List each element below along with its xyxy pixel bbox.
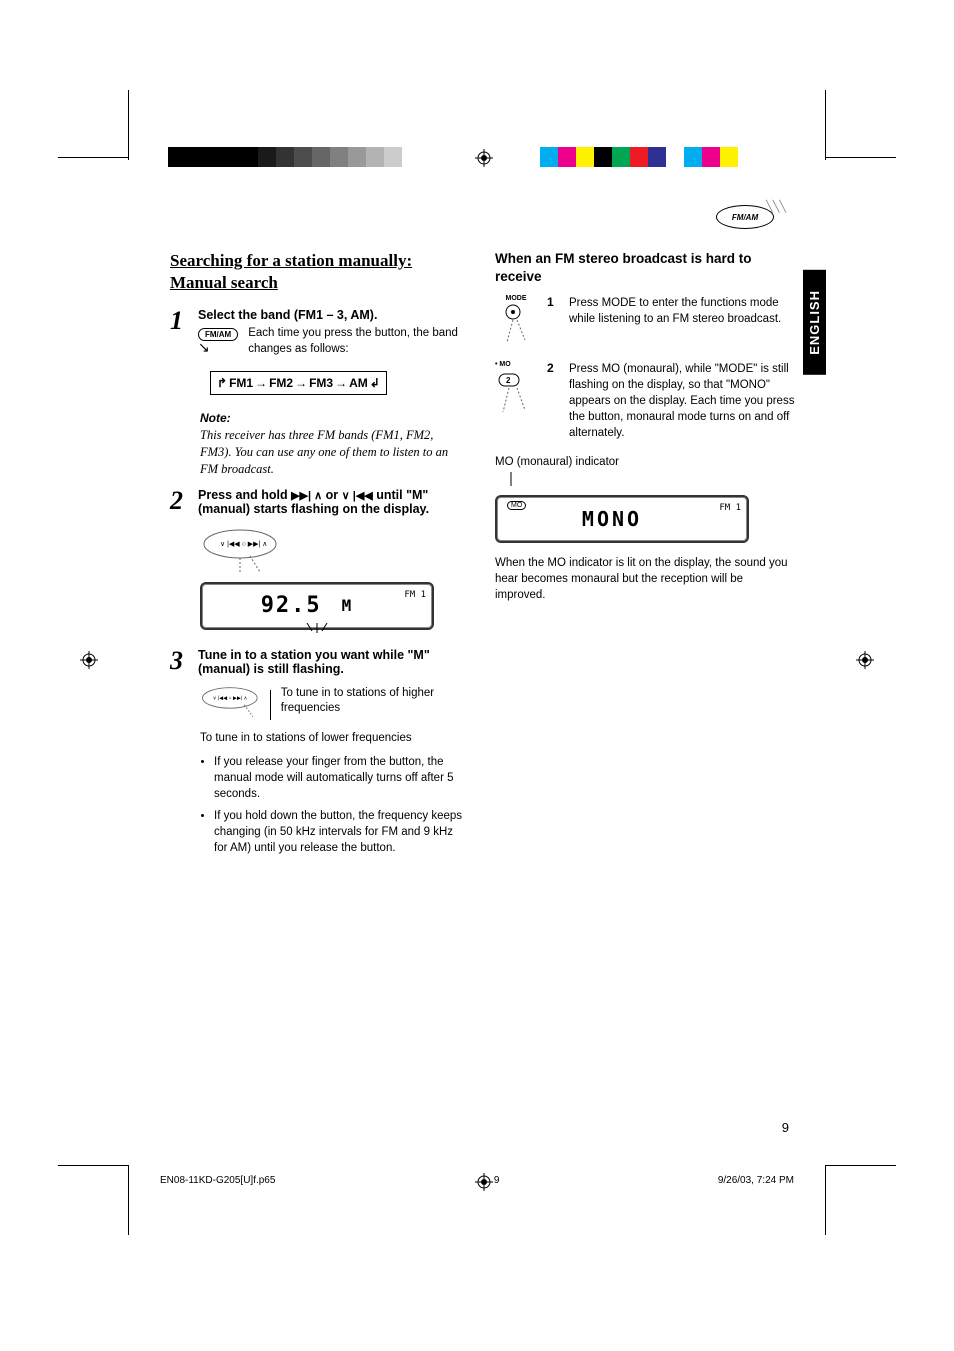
step-number: 2 (170, 488, 188, 520)
item-text: Press MODE to enter the functions mode w… (569, 295, 795, 347)
band-cycle-diagram: ↱ FM1→ FM2→ FM3→ AM ↲ (210, 371, 387, 395)
registration-mark-icon (475, 149, 493, 167)
result-paragraph: When the MO indicator is lit on the disp… (495, 555, 795, 603)
list-item: If you hold down the button, the frequen… (214, 808, 465, 856)
item-number: 2 (547, 361, 559, 441)
lcd-display: 92.5 M FM 1 (200, 582, 434, 630)
lcd-display-mono: MO MONO FM 1 (495, 495, 749, 543)
crop-mark (826, 157, 896, 158)
crop-mark (58, 157, 128, 158)
language-tab: ENGLISH (803, 270, 826, 375)
prev-track-icon: ∨ |◀◀ (342, 490, 373, 502)
fm-am-button-icon: FM/AM ↘ (198, 326, 238, 357)
page: ╲╲╲ FM/AM ENGLISH Searching for a statio… (0, 0, 954, 1351)
step-description: Each time you press the button, the band… (248, 326, 465, 357)
bullet-list: If you release your finger from the butt… (200, 754, 465, 857)
section-title: Searching for a station manually: Manual… (170, 250, 465, 294)
crop-mark (128, 90, 129, 160)
lcd-mono-text: MONO (582, 507, 642, 531)
svg-text:2: 2 (506, 376, 511, 385)
item-text: Press MO (monaural), while "MODE" is sti… (569, 361, 795, 441)
knob-diagram-icon: ∨ |◀◀ ○ ▶▶| ∧ (200, 526, 280, 576)
step-1: 1 Select the band (FM1 – 3, AM). FM/AM ↘… (170, 308, 465, 357)
lcd-manual-indicator: M (342, 596, 354, 615)
registration-mark-icon (856, 651, 874, 669)
list-item: If you release your finger from the butt… (214, 754, 465, 802)
step-2: 2 Press and hold ▶▶| ∧ or ∨ |◀◀ until "M… (170, 488, 465, 520)
grayscale-bar (168, 147, 420, 167)
tune-higher-row: ∨ |◀◀ ○ ▶▶| ∧ To tune in to stations of … (200, 686, 465, 726)
note-label: Note: (200, 411, 465, 425)
fm-am-logo: FM/AM (716, 205, 774, 229)
tune-higher-text: To tune in to stations of higher frequen… (281, 686, 465, 717)
footer-filename: EN08-11KD-G205[U]f.p65 (160, 1175, 275, 1186)
next-track-icon: ▶▶| ∧ (291, 490, 322, 502)
crop-mark (826, 1165, 896, 1166)
svg-text:∨ |◀◀ ○ ▶▶| ∧: ∨ |◀◀ ○ ▶▶| ∧ (220, 541, 267, 548)
step-heading: Tune in to a station you want while "M" … (198, 648, 465, 676)
item-number: 1 (547, 295, 559, 347)
left-column: Searching for a station manually: Manual… (170, 250, 465, 862)
footer-datetime: 9/26/03, 7:24 PM (718, 1175, 794, 1186)
numbered-item-2: • MO 2 2 Press MO (monaural), while "MOD… (495, 361, 795, 441)
svg-text:∨ |◀◀ ○ ▶▶| ∧: ∨ |◀◀ ○ ▶▶| ∧ (213, 695, 248, 701)
mo-button-icon: • MO 2 (495, 361, 537, 441)
step-number: 3 (170, 648, 188, 680)
lcd-band: FM 1 (719, 503, 741, 513)
crop-mark (128, 1165, 129, 1235)
footer-page: 9 (494, 1175, 500, 1186)
tune-lower-text: To tune in to stations of lower frequenc… (200, 732, 465, 744)
crop-mark (825, 90, 826, 160)
step-number: 1 (170, 308, 188, 357)
pointer-line-icon (505, 472, 517, 486)
footer: EN08-11KD-G205[U]f.p65 9 9/26/03, 7:24 P… (160, 1175, 794, 1186)
step-heading: Press and hold ▶▶| ∧ or ∨ |◀◀ until "M" … (198, 488, 465, 516)
lcd-frequency: 92.5 (261, 593, 322, 618)
flash-arrows-icon (297, 623, 337, 638)
lcd-band: FM 1 (404, 590, 426, 600)
knob-diagram-icon: ∨ |◀◀ ○ ▶▶| ∧ (200, 686, 260, 726)
color-bar (540, 147, 738, 167)
subsection-heading: When an FM stereo broadcast is hard to r… (495, 250, 795, 285)
mode-button-icon: MODE (495, 295, 537, 347)
numbered-item-1: MODE 1 Press MODE to enter the functions… (495, 295, 795, 347)
content-area: Searching for a station manually: Manual… (170, 250, 795, 862)
crop-mark (58, 1165, 128, 1166)
right-column: When an FM stereo broadcast is hard to r… (495, 250, 795, 862)
registration-mark-icon (80, 651, 98, 669)
crop-mark (825, 1165, 826, 1235)
note-body: This receiver has three FM bands (FM1, F… (200, 427, 465, 478)
page-number: 9 (782, 1120, 789, 1135)
mo-indicator-caption: MO (monaural) indicator (495, 456, 795, 468)
step-heading: Select the band (FM1 – 3, AM). (198, 308, 465, 322)
step-3: 3 Tune in to a station you want while "M… (170, 648, 465, 680)
mo-badge: MO (507, 501, 526, 510)
